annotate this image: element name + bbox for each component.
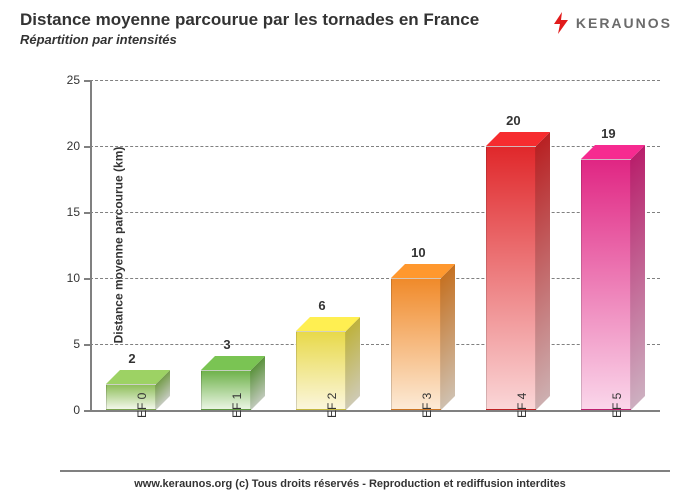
ytick-label: 15 bbox=[40, 205, 80, 219]
bar-value-label: 2 bbox=[128, 351, 135, 366]
bar-value-label: 10 bbox=[411, 245, 425, 260]
ytick-label: 0 bbox=[40, 403, 80, 417]
xtick-label: EF 3 bbox=[420, 393, 434, 418]
ytick-label: 5 bbox=[40, 337, 80, 351]
bar-chart: Distance moyenne parcourue (km) 05101520… bbox=[90, 80, 660, 410]
logo-text: KERAUNOS bbox=[576, 15, 672, 31]
bar-value-label: 19 bbox=[601, 126, 615, 141]
xtick-label: EF 4 bbox=[515, 393, 529, 418]
ytick-mark bbox=[84, 278, 90, 280]
bar-side bbox=[536, 132, 550, 410]
bar-front bbox=[581, 159, 631, 410]
bar-value-label: 20 bbox=[506, 113, 520, 128]
bar-value-label: 6 bbox=[318, 298, 325, 313]
footer-rule bbox=[60, 470, 670, 472]
bar-side bbox=[441, 264, 455, 410]
xtick-label: EF 0 bbox=[135, 393, 149, 418]
xtick-label: EF 5 bbox=[610, 393, 624, 418]
xtick-label: EF 2 bbox=[325, 393, 339, 418]
ytick-label: 20 bbox=[40, 139, 80, 153]
footer-text: www.keraunos.org (c) Tous droits réservé… bbox=[0, 478, 700, 490]
bar-front bbox=[391, 278, 441, 410]
bar-value-label: 3 bbox=[223, 337, 230, 352]
gridline bbox=[90, 80, 660, 81]
gridline bbox=[90, 344, 660, 345]
bar: 19 bbox=[581, 159, 631, 410]
bar: 20 bbox=[486, 146, 536, 410]
gridline bbox=[90, 278, 660, 279]
ytick-mark bbox=[84, 146, 90, 148]
ytick-mark bbox=[84, 344, 90, 346]
ytick-label: 25 bbox=[40, 73, 80, 87]
bar-front bbox=[486, 146, 536, 410]
y-axis bbox=[90, 80, 92, 410]
gridline bbox=[90, 212, 660, 213]
y-axis-label: Distance moyenne parcourue (km) bbox=[111, 147, 125, 344]
x-axis bbox=[84, 410, 660, 412]
xtick-label: EF 1 bbox=[230, 393, 244, 418]
page-subtitle: Répartition par intensités bbox=[20, 32, 680, 47]
ytick-label: 10 bbox=[40, 271, 80, 285]
bar-side bbox=[631, 145, 645, 410]
ytick-mark bbox=[84, 212, 90, 214]
page: Distance moyenne parcourue par les torna… bbox=[0, 0, 700, 500]
gridline bbox=[90, 146, 660, 147]
bar: 10 bbox=[391, 278, 441, 410]
ytick-mark bbox=[84, 80, 90, 82]
bar-side bbox=[346, 317, 360, 410]
logo: KERAUNOS bbox=[552, 12, 672, 34]
lightning-icon bbox=[552, 12, 570, 34]
